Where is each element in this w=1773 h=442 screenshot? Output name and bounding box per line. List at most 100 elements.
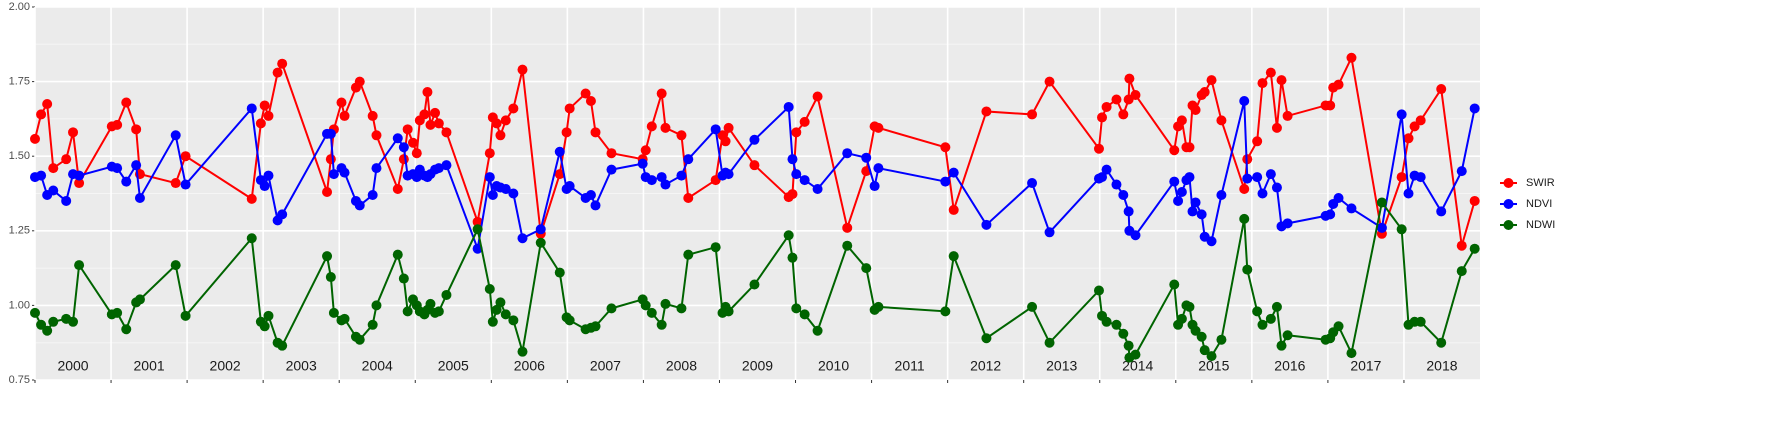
- data-point: [354, 334, 365, 345]
- data-point: [1173, 195, 1184, 206]
- data-point: [74, 260, 85, 271]
- data-point: [1257, 319, 1268, 330]
- data-point: [487, 189, 498, 200]
- data-point: [42, 98, 53, 109]
- data-point: [554, 267, 565, 278]
- data-point: [940, 306, 951, 317]
- data-point: [392, 133, 403, 144]
- data-point: [1190, 197, 1201, 208]
- data-point: [487, 316, 498, 327]
- data-point: [1271, 301, 1282, 312]
- data-point: [948, 204, 959, 215]
- data-point: [720, 136, 731, 147]
- data-point: [1216, 115, 1227, 126]
- data-point: [585, 95, 596, 106]
- data-point: [491, 304, 502, 315]
- data-point: [1101, 164, 1112, 175]
- data-point: [495, 297, 506, 308]
- data-point: [170, 260, 181, 271]
- data-point: [1346, 203, 1357, 214]
- data-point: [1257, 78, 1268, 89]
- data-point: [1196, 209, 1207, 220]
- data-point: [48, 185, 59, 196]
- data-point: [861, 152, 872, 163]
- data-point: [255, 118, 266, 129]
- data-point: [336, 97, 347, 108]
- data-point: [441, 289, 452, 300]
- x-tick-label: 2004: [362, 358, 393, 374]
- data-point: [1190, 104, 1201, 115]
- data-point: [170, 130, 181, 141]
- legend-label: SWIR: [1526, 177, 1555, 189]
- data-point: [1325, 100, 1336, 111]
- data-point: [1111, 94, 1122, 105]
- data-point: [1187, 206, 1198, 217]
- data-point: [1101, 316, 1112, 327]
- data-point: [1456, 240, 1467, 251]
- data-point: [580, 88, 591, 99]
- data-point: [1436, 84, 1447, 95]
- data-point: [1265, 67, 1276, 78]
- data-point: [1130, 349, 1141, 360]
- x-tick-label: 2017: [1350, 358, 1381, 374]
- data-point: [873, 163, 884, 174]
- data-point: [683, 249, 694, 260]
- data-point: [799, 116, 810, 127]
- data-point: [1257, 188, 1268, 199]
- data-point: [1184, 142, 1195, 153]
- data-point: [131, 160, 142, 171]
- data-point: [371, 300, 382, 311]
- x-tick-label: 2003: [286, 358, 317, 374]
- data-point: [873, 301, 884, 312]
- data-point: [1044, 76, 1055, 87]
- data-point: [1252, 306, 1263, 317]
- data-point: [36, 170, 47, 181]
- data-point: [517, 64, 528, 75]
- data-point: [259, 100, 270, 111]
- data-point: [131, 124, 142, 135]
- y-tick-label: 1.50: [9, 150, 30, 162]
- data-point: [402, 306, 413, 317]
- data-point: [799, 175, 810, 186]
- data-point: [1176, 313, 1187, 324]
- data-point: [1415, 172, 1426, 183]
- x-tick-label: 2006: [514, 358, 545, 374]
- data-point: [723, 122, 734, 133]
- data-point: [749, 160, 760, 171]
- y-tick-label: 1.00: [9, 299, 30, 311]
- data-point: [259, 181, 270, 192]
- data-point: [676, 170, 687, 181]
- data-point: [508, 315, 519, 326]
- data-point: [472, 216, 483, 227]
- data-point: [484, 283, 495, 294]
- data-point: [1118, 189, 1129, 200]
- x-tick-label: 2005: [438, 358, 469, 374]
- data-point: [1027, 109, 1038, 120]
- data-point: [676, 303, 687, 314]
- data-point: [723, 306, 734, 317]
- data-point: [1097, 172, 1108, 183]
- data-point: [411, 148, 422, 159]
- data-point: [328, 169, 339, 180]
- data-point: [710, 242, 721, 253]
- data-point: [1239, 184, 1250, 195]
- data-point: [585, 189, 596, 200]
- data-point: [484, 172, 495, 183]
- data-point: [646, 175, 657, 186]
- data-point: [441, 160, 452, 171]
- data-point: [783, 101, 794, 112]
- data-point: [948, 167, 959, 178]
- data-point: [564, 315, 575, 326]
- data-point: [1415, 316, 1426, 327]
- data-point: [842, 222, 853, 233]
- data-point: [1118, 109, 1129, 120]
- data-point: [564, 103, 575, 114]
- data-point: [940, 176, 951, 187]
- data-point: [339, 313, 350, 324]
- data-point: [1403, 133, 1414, 144]
- data-point: [1456, 266, 1467, 277]
- data-point: [42, 325, 53, 336]
- data-point: [1333, 79, 1344, 90]
- data-point: [430, 107, 441, 118]
- data-point: [1196, 331, 1207, 342]
